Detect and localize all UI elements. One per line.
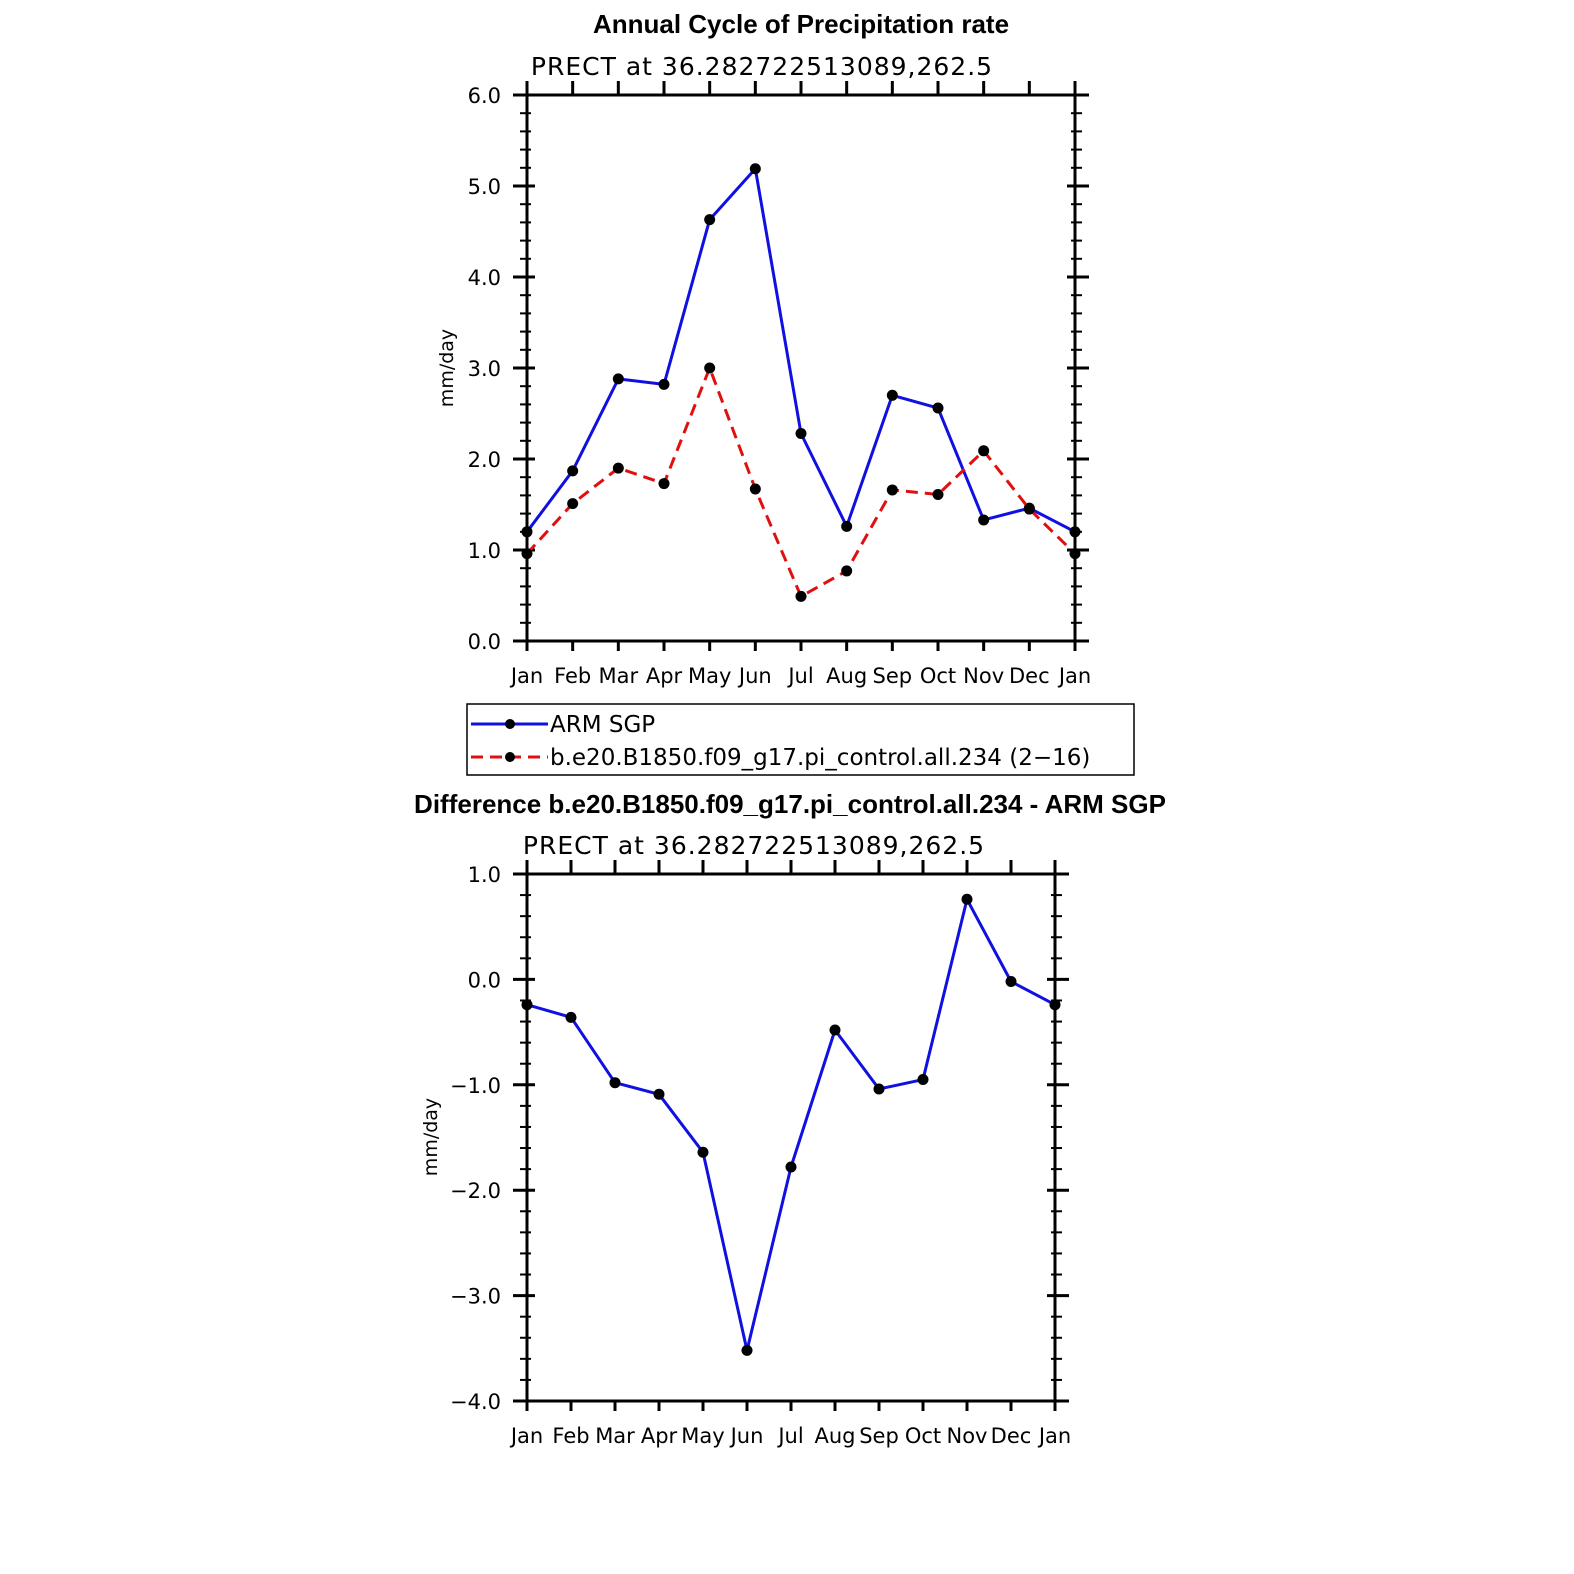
chart2-data-point xyxy=(741,1344,753,1356)
chart1-ytick-label: 5.0 xyxy=(468,175,501,199)
chart1-data-point xyxy=(658,378,670,390)
chart1-ytick-label: 3.0 xyxy=(468,357,501,381)
chart2-data-point xyxy=(785,1161,797,1173)
chart2-data-point xyxy=(1005,976,1017,988)
chart1-data-point xyxy=(1023,503,1035,515)
chart1-ylabel: mm/day xyxy=(436,329,458,407)
chart2-xtick-label: Mar xyxy=(595,1424,635,1448)
chart2-xtick-label: Feb xyxy=(552,1424,589,1448)
chart2-xtick-label: Aug xyxy=(814,1424,855,1448)
chart1-xtick-label: Jun xyxy=(737,664,772,688)
chart2-data-point xyxy=(609,1077,621,1089)
chart2-data-point xyxy=(917,1074,929,1086)
chart1-data-point xyxy=(978,445,990,457)
legend-box xyxy=(466,703,1135,776)
legend: ARM SGP b.e20.B1850.f09_g17.pi_control.a… xyxy=(466,703,1135,776)
chart1-data-point xyxy=(749,163,761,175)
chart1-data-point xyxy=(932,488,944,500)
chart2-subtitle: PRECT at 36.282722513089,262.5 xyxy=(523,831,985,860)
chart2-xtick-label: Apr xyxy=(641,1424,678,1448)
chart1-data-point xyxy=(567,465,579,477)
chart1-xtick-label: Jul xyxy=(786,664,813,688)
chart2-xtick-label: Jul xyxy=(776,1424,803,1448)
chart1-xtick-label: Sep xyxy=(873,664,913,688)
chart2-frame xyxy=(525,872,1057,1403)
chart2-data-point xyxy=(697,1146,709,1158)
chart2-data-point xyxy=(873,1083,885,1095)
chart2-ytick-label: −4.0 xyxy=(450,1390,501,1414)
chart1-data-point xyxy=(658,478,670,490)
chart1-xtick-label: Dec xyxy=(1009,664,1050,688)
chart1-xtick-label: Jan xyxy=(1057,664,1091,688)
difference-chart: Difference b.e20.B1850.f09_g17.pi_contro… xyxy=(414,789,1166,1448)
chart2-ytick-label: 0.0 xyxy=(468,968,501,992)
chart2-xtick-label: Dec xyxy=(991,1424,1032,1448)
chart1-data-point xyxy=(841,520,853,532)
chart2-xtick-label: Jan xyxy=(1037,1424,1071,1448)
chart2-ytick-label: −2.0 xyxy=(450,1179,501,1203)
chart1-tick-labels: Jan Feb Mar Apr May Jun Jul Aug Sep Oct Nov Dec Jan 0… xyxy=(468,84,1092,688)
chart2-data-point xyxy=(829,1024,841,1036)
chart1-ytick-label: 0.0 xyxy=(468,630,501,654)
chart2-data-point xyxy=(653,1088,665,1100)
chart1-xtick-label: Aug xyxy=(826,664,867,688)
chart1-xtick-label: Apr xyxy=(646,664,683,688)
chart1-data-point xyxy=(704,214,716,226)
chart1-subtitle: PRECT at 36.282722513089,262.5 xyxy=(531,52,993,81)
chart2-data-point xyxy=(961,893,973,905)
chart1-data-point xyxy=(749,483,761,495)
chart2-ytick-label: 1.0 xyxy=(468,863,501,887)
chart2-ylabel: mm/day xyxy=(420,1098,442,1176)
chart1-ytick-label: 4.0 xyxy=(468,266,501,290)
chart1-data-point xyxy=(886,484,898,496)
chart2-xtick-label: May xyxy=(681,1424,724,1448)
legend-marker-model xyxy=(505,752,515,762)
chart2-xtick-label: Nov xyxy=(947,1424,988,1448)
annual-cycle-chart: Annual Cycle of Precipitation rate PRECT… xyxy=(436,9,1091,688)
legend-label-obs: ARM SGP xyxy=(550,712,655,738)
legend-marker-obs xyxy=(505,719,515,729)
chart1-data-point xyxy=(795,428,807,440)
chart2-ytick-label: −1.0 xyxy=(450,1074,501,1098)
chart2-tick-labels: Jan Feb Mar Apr May Jun Jul Aug Sep Oct Nov Dec Jan−… xyxy=(450,863,1071,1448)
chart1-xtick-label: Feb xyxy=(554,664,591,688)
chart1-title: Annual Cycle of Precipitation rate xyxy=(593,9,1009,39)
chart2-title: Difference b.e20.B1850.f09_g17.pi_contro… xyxy=(414,789,1166,819)
chart2-series xyxy=(521,893,1061,1356)
chart2-xtick-label: Jun xyxy=(729,1424,764,1448)
chart2-xtick-label: Jan xyxy=(509,1424,543,1448)
chart1-data-point xyxy=(795,590,807,602)
chart1-ytick-label: 2.0 xyxy=(468,448,501,472)
chart2-ytick-label: −3.0 xyxy=(450,1285,501,1309)
chart1-data-point xyxy=(886,389,898,401)
chart1-frame xyxy=(525,93,1077,643)
chart1-xtick-label: Nov xyxy=(963,664,1004,688)
chart1-data-point xyxy=(841,565,853,577)
chart2-xtick-label: Sep xyxy=(859,1424,899,1448)
chart1-data-point xyxy=(612,373,624,385)
chart1-ytick-label: 1.0 xyxy=(468,539,501,563)
chart1-data-point xyxy=(567,498,579,510)
legend-label-model: b.e20.B1850.f09_g17.pi_control.all.234 (… xyxy=(550,745,1090,771)
chart1-data-point xyxy=(932,402,944,414)
chart1-xtick-label: May xyxy=(688,664,731,688)
chart1-xtick-label: Mar xyxy=(599,664,639,688)
chart2-xtick-label: Oct xyxy=(905,1424,941,1448)
chart1-xtick-label: Jan xyxy=(509,664,543,688)
chart1-data-point xyxy=(978,514,990,526)
chart1-data-point xyxy=(612,462,624,474)
chart1-xtick-label: Oct xyxy=(920,664,956,688)
chart2-data-point xyxy=(565,1011,577,1023)
chart1-ytick-label: 6.0 xyxy=(468,84,501,108)
chart1-data-point xyxy=(704,362,716,374)
